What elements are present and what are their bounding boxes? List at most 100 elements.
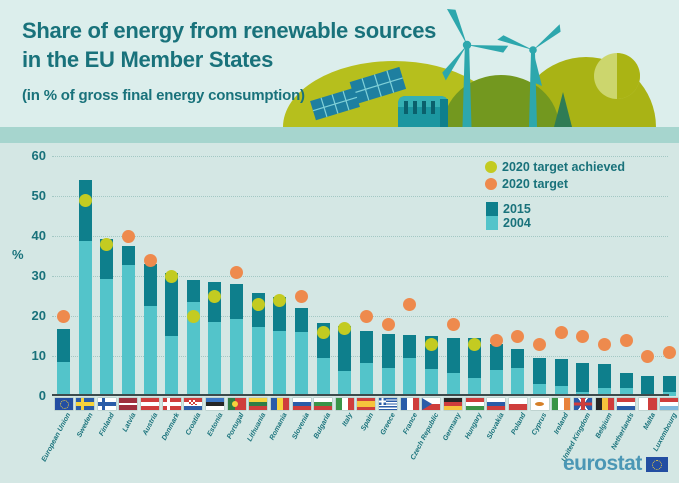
target-dot bbox=[403, 297, 417, 311]
legend-target-dot-icon bbox=[485, 178, 497, 190]
country-label: Denmark bbox=[160, 412, 181, 442]
country-flag-icon bbox=[292, 398, 311, 410]
country-label: Malta bbox=[642, 412, 657, 432]
y-axis-tick-30: 30 bbox=[31, 268, 46, 283]
country-label: European Union bbox=[41, 412, 73, 464]
bar-2004 bbox=[165, 336, 179, 396]
country-flag-icon bbox=[270, 398, 289, 410]
country-label: Finland bbox=[98, 412, 116, 438]
country-flag-icon bbox=[54, 398, 73, 410]
gridline-40 bbox=[52, 236, 668, 237]
bar-2015 bbox=[598, 364, 611, 396]
country-flag-icon bbox=[465, 398, 484, 410]
target-dot bbox=[381, 317, 395, 331]
solar-panel-icon bbox=[349, 66, 407, 105]
solar-panel-icon bbox=[310, 87, 360, 121]
country-label: Latvia bbox=[121, 412, 138, 434]
target-achieved-dot bbox=[78, 193, 92, 207]
legend-2004-label: 2004 bbox=[503, 216, 531, 230]
bar-2004 bbox=[598, 388, 611, 396]
country-label: France bbox=[401, 412, 419, 436]
country-flag-icon bbox=[508, 398, 527, 410]
country-label: Italy bbox=[341, 412, 354, 428]
bar-2015 bbox=[576, 363, 590, 396]
country-flag-icon bbox=[595, 398, 614, 410]
legend-2004-swatch-icon bbox=[486, 216, 498, 230]
gridline-50 bbox=[52, 196, 668, 197]
bar-2004 bbox=[359, 362, 373, 396]
country-label: Austria bbox=[141, 412, 160, 437]
y-axis-tick-60: 60 bbox=[31, 148, 46, 163]
target-achieved-dot bbox=[251, 297, 265, 311]
country-flag-icon bbox=[444, 398, 463, 410]
country-label: Netherlands bbox=[610, 412, 636, 452]
bar-2004 bbox=[100, 279, 114, 396]
bar-2004 bbox=[78, 241, 92, 396]
bar-2004 bbox=[446, 372, 460, 396]
bar-2004 bbox=[576, 391, 590, 396]
country-flag-icon bbox=[249, 398, 268, 410]
header-illustration bbox=[283, 8, 656, 127]
gridline-60 bbox=[52, 156, 668, 157]
country-label: Sweden bbox=[75, 412, 95, 439]
country-flag-icon bbox=[76, 398, 95, 410]
bar-2004 bbox=[143, 305, 157, 396]
target-dot bbox=[598, 337, 611, 351]
target-dot bbox=[230, 265, 244, 279]
bar-2015 bbox=[662, 376, 676, 396]
y-axis-tick-50: 50 bbox=[31, 188, 46, 203]
legend-2015-label: 2015 bbox=[503, 202, 531, 216]
country-label: Greece bbox=[379, 412, 398, 437]
country-label: Germany bbox=[441, 412, 463, 443]
country-flag-icon bbox=[119, 398, 138, 410]
country-flag-icon bbox=[617, 398, 636, 410]
country-label: Ireland bbox=[553, 412, 571, 436]
country-label: Slovakia bbox=[485, 412, 506, 441]
country-label: Portugal bbox=[226, 412, 246, 441]
bar-2004 bbox=[533, 383, 547, 396]
country-flag-icon bbox=[400, 398, 419, 410]
target-dot bbox=[511, 329, 525, 343]
target-dot bbox=[359, 309, 373, 323]
country-flag-icon bbox=[97, 398, 116, 410]
country-flag-icon bbox=[660, 398, 679, 410]
country-label: Belgium bbox=[594, 412, 614, 440]
legend-achieved-dot-icon bbox=[485, 161, 497, 173]
bar-2004 bbox=[424, 368, 438, 396]
target-dot bbox=[121, 229, 135, 243]
title-line-1: Share of energy from renewable sources bbox=[22, 18, 437, 43]
bar-2004 bbox=[295, 331, 309, 396]
bar-2004 bbox=[121, 264, 135, 396]
wind-turbine-icon bbox=[497, 24, 561, 127]
bar-2004 bbox=[468, 378, 482, 396]
target-dot bbox=[57, 309, 70, 323]
target-dot bbox=[446, 317, 460, 331]
bar-2004 bbox=[662, 392, 676, 396]
country-flag-icon bbox=[487, 398, 506, 410]
target-dot bbox=[143, 253, 157, 267]
bar-2015 bbox=[641, 376, 655, 396]
bar-2004 bbox=[316, 358, 330, 396]
target-dot bbox=[295, 289, 309, 303]
country-flag-icon bbox=[314, 398, 333, 410]
target-dot bbox=[554, 325, 568, 339]
pine-tree-icon bbox=[554, 92, 572, 127]
country-flag-icon bbox=[638, 398, 657, 410]
y-axis-tick-20: 20 bbox=[31, 308, 46, 323]
legend-2015-swatch-icon bbox=[486, 202, 498, 216]
target-achieved-dot bbox=[100, 237, 114, 251]
target-achieved-dot bbox=[424, 337, 438, 351]
target-dot bbox=[489, 333, 503, 347]
country-flag-icon bbox=[422, 398, 441, 410]
bar-2004 bbox=[338, 370, 352, 396]
bar-2004 bbox=[186, 302, 200, 396]
country-flag-icon bbox=[227, 398, 246, 410]
eurostat-logo-text: eurostat bbox=[563, 452, 642, 475]
country-label: Croatia bbox=[185, 412, 203, 437]
tree-icon bbox=[594, 53, 640, 127]
country-label: Romania bbox=[269, 412, 290, 442]
country-flag-icon bbox=[552, 398, 571, 410]
country-flag-icon bbox=[335, 398, 354, 410]
